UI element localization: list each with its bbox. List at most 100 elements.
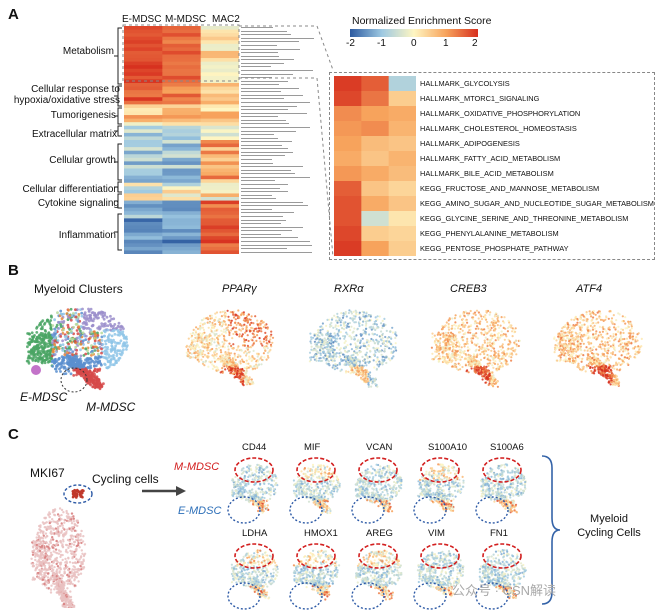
umap-point bbox=[468, 312, 471, 315]
umap-point bbox=[357, 372, 360, 375]
umap-point bbox=[373, 342, 376, 345]
heatmap-cell bbox=[124, 58, 163, 63]
umap-point bbox=[213, 338, 216, 341]
umap-point bbox=[437, 359, 440, 362]
umap-point bbox=[36, 356, 40, 360]
heatmap-cell bbox=[124, 61, 163, 66]
umap-point bbox=[333, 332, 336, 335]
umap-point bbox=[514, 348, 517, 351]
umap-point bbox=[220, 351, 223, 354]
umap-point bbox=[389, 342, 393, 346]
zoom-heatmap-cell bbox=[361, 151, 390, 167]
umap-point bbox=[595, 322, 598, 325]
umap-point bbox=[395, 334, 398, 337]
umap-point bbox=[221, 345, 224, 348]
umap-point bbox=[335, 328, 338, 331]
umap-point bbox=[368, 355, 371, 358]
umap-point bbox=[347, 311, 350, 315]
umap-point bbox=[86, 381, 90, 385]
heatmap-cell bbox=[162, 143, 202, 148]
umap-point bbox=[593, 352, 596, 355]
umap-point bbox=[602, 372, 605, 375]
heatmap-cell bbox=[162, 221, 202, 226]
umap-point bbox=[490, 349, 493, 352]
umap-point bbox=[471, 341, 474, 344]
umap-point bbox=[252, 349, 255, 352]
umap-point bbox=[466, 321, 469, 324]
umap-point bbox=[439, 346, 442, 349]
umap-point bbox=[338, 356, 341, 359]
umap-point bbox=[222, 319, 225, 323]
umap-point bbox=[579, 345, 582, 348]
umap-point bbox=[462, 339, 465, 342]
heatmap-cell bbox=[124, 136, 163, 141]
umap-point bbox=[201, 362, 205, 365]
umap-point bbox=[45, 336, 49, 340]
umap-point bbox=[105, 357, 109, 361]
umap-point bbox=[67, 342, 70, 346]
umap-point bbox=[366, 377, 369, 381]
tiny-row-label-line bbox=[241, 191, 288, 193]
umap-point bbox=[210, 360, 214, 363]
umap-point bbox=[484, 349, 487, 352]
heatmap-cell bbox=[200, 83, 239, 88]
tiny-row-label-line bbox=[241, 126, 310, 128]
umap-point bbox=[115, 352, 119, 355]
umap-point bbox=[479, 365, 482, 368]
umap-point bbox=[207, 365, 210, 368]
umap-point bbox=[206, 355, 209, 358]
umap-point bbox=[364, 361, 367, 364]
umap-point bbox=[455, 350, 458, 353]
tiny-row-label-line bbox=[241, 176, 310, 178]
umap-point bbox=[255, 360, 258, 363]
umap-point bbox=[231, 327, 234, 330]
heatmap-cell bbox=[200, 232, 239, 237]
umap-point bbox=[627, 352, 630, 355]
umap-point bbox=[232, 343, 235, 346]
heatmap-cell bbox=[200, 172, 239, 177]
umap-point bbox=[572, 324, 575, 327]
umap-point bbox=[46, 345, 49, 348]
umap-point bbox=[447, 331, 450, 334]
umap-point bbox=[260, 330, 263, 333]
umap-point bbox=[513, 341, 516, 344]
umap-point bbox=[205, 317, 208, 320]
umap-point bbox=[223, 339, 226, 342]
umap-point bbox=[465, 342, 469, 345]
tiny-row-label-line bbox=[241, 116, 278, 118]
umap-point bbox=[211, 331, 214, 334]
umap-point bbox=[557, 342, 560, 345]
zoom-row-label: HALLMARK_GLYCOLYSIS bbox=[420, 79, 510, 88]
heatmap-cell bbox=[200, 90, 239, 95]
zoom-row-label: HALLMARK_MTORC1_SIGNALING bbox=[420, 94, 540, 103]
heatmap-cell bbox=[124, 54, 163, 59]
umap-point bbox=[459, 354, 462, 357]
umap-point bbox=[487, 370, 490, 373]
umap-point bbox=[259, 324, 262, 327]
heatmap-cell bbox=[200, 150, 239, 155]
umap-point bbox=[375, 338, 378, 341]
umap-point bbox=[612, 342, 615, 345]
umap-point bbox=[214, 312, 217, 315]
umap-point bbox=[442, 340, 445, 343]
zoom-box bbox=[329, 72, 655, 260]
umap-point bbox=[234, 361, 237, 365]
umap-point bbox=[103, 334, 106, 338]
umap-point bbox=[195, 326, 198, 329]
umap-point bbox=[104, 349, 107, 352]
zoom-row-label: HALLMARK_FATTY_ACID_METABOLISM bbox=[420, 154, 561, 163]
legend-colorbar bbox=[350, 29, 478, 37]
umap-point bbox=[61, 349, 65, 352]
umap-point bbox=[460, 346, 463, 349]
heatmap-cell bbox=[124, 132, 163, 137]
tiny-row-label-line bbox=[241, 87, 299, 89]
umap-point bbox=[90, 330, 93, 334]
umap-point bbox=[480, 373, 483, 376]
umap-point bbox=[485, 365, 488, 368]
umap-point bbox=[201, 351, 204, 355]
umap-point bbox=[248, 350, 251, 353]
umap-point bbox=[466, 337, 469, 340]
umap-point bbox=[93, 339, 97, 343]
umap-point bbox=[479, 313, 482, 316]
umap-point bbox=[309, 356, 312, 359]
